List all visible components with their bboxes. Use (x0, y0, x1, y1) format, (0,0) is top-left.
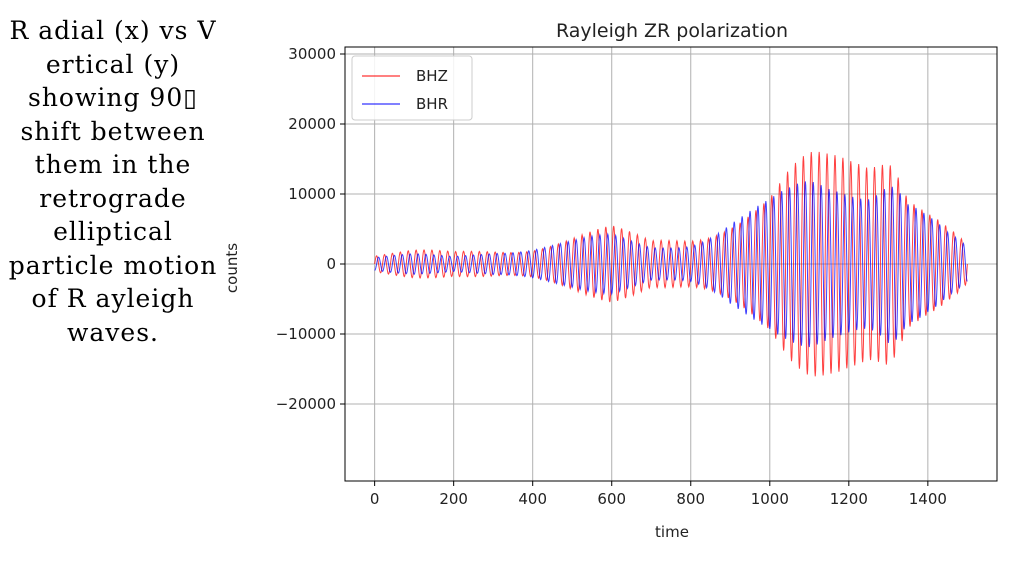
series-line-bhr (374, 181, 968, 348)
y-tick-label: 10000 (288, 185, 336, 203)
x-tick-label: 400 (518, 490, 547, 508)
series-layer (374, 151, 968, 377)
x-tick-label: 0 (370, 490, 380, 508)
legend-label-bhr: BHR (416, 95, 448, 113)
y-tick-label: −10000 (276, 325, 336, 343)
y-ticks: 30000 20000 10000 0 −10000 −20000 (276, 45, 345, 413)
x-axis-label: time (655, 523, 689, 541)
series-line-bhz (374, 151, 968, 377)
legend: BHZ BHR (351, 55, 473, 121)
x-tick-label: 1200 (830, 490, 868, 508)
y-axis-label: counts (223, 243, 241, 293)
x-tick-label: 800 (676, 490, 705, 508)
x-tick-label: 1400 (909, 490, 947, 508)
x-tick-label: 600 (597, 490, 626, 508)
x-tick-label: 1000 (751, 490, 789, 508)
y-tick-label: 0 (326, 255, 336, 273)
y-tick-label: 30000 (288, 45, 336, 63)
caption-text: R adial (x) vs V ertical (y) showing 90▯… (8, 16, 218, 347)
legend-box (351, 55, 473, 121)
y-tick-label: −20000 (276, 395, 336, 413)
x-ticks: 0 200 400 600 800 1000 1200 1400 (370, 481, 947, 508)
y-tick-label: 20000 (288, 115, 336, 133)
chart-title: Rayleigh ZR polarization (556, 20, 788, 42)
legend-label-bhz: BHZ (416, 67, 448, 85)
x-tick-label: 200 (439, 490, 468, 508)
